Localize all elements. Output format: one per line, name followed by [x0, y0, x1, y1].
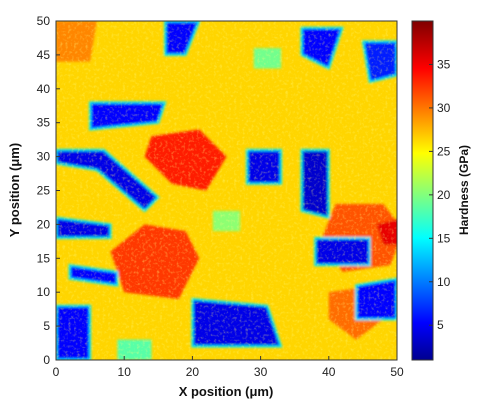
y-tick-label: 35 [37, 116, 51, 130]
y-axis-label: Y position (μm) [7, 143, 22, 237]
colorbar-tick-label: 10 [437, 275, 451, 289]
heatmap-plot-area [55, 20, 398, 361]
y-tick-label: 40 [37, 82, 51, 96]
colorbar: 5 10 15 20 25 30 35 Hardness (GPa) [411, 20, 471, 361]
x-tick-label: 30 [254, 365, 268, 379]
colorbar-tick-label: 5 [437, 318, 444, 332]
colorbar-tick-label: 35 [437, 57, 451, 71]
colorbar-gradient [411, 20, 434, 361]
y-tick-label: 25 [37, 184, 51, 198]
y-tick-label: 15 [37, 251, 51, 265]
y-tick-label: 50 [37, 14, 51, 28]
y-tick-label: 30 [37, 150, 51, 164]
heatmap-speckle-texture [56, 21, 397, 360]
x-axis-label: X position (μm) [179, 384, 274, 399]
y-tick-label: 0 [43, 353, 50, 367]
x-axis: 0 10 20 30 40 50 [53, 356, 404, 379]
colorbar-tick-label: 20 [437, 188, 451, 202]
y-tick-label: 10 [37, 285, 51, 299]
y-axis: 0 5 10 15 20 25 30 35 40 45 50 [37, 14, 60, 367]
colorbar-tick-label: 30 [437, 101, 451, 115]
x-tick-label: 50 [390, 365, 404, 379]
x-tick-label: 20 [186, 365, 200, 379]
x-tick-label: 40 [322, 365, 336, 379]
y-tick-label: 5 [43, 319, 50, 333]
colorbar-ticks: 5 10 15 20 25 30 35 [429, 57, 451, 332]
x-tick-label: 10 [118, 365, 132, 379]
colorbar-tick-label: 15 [437, 231, 451, 245]
colorbar-tick-label: 25 [437, 144, 451, 158]
y-tick-label: 20 [37, 217, 51, 231]
y-tick-label: 45 [37, 48, 51, 62]
x-tick-label: 0 [53, 365, 60, 379]
colorbar-label: Hardness (GPa) [457, 145, 471, 235]
